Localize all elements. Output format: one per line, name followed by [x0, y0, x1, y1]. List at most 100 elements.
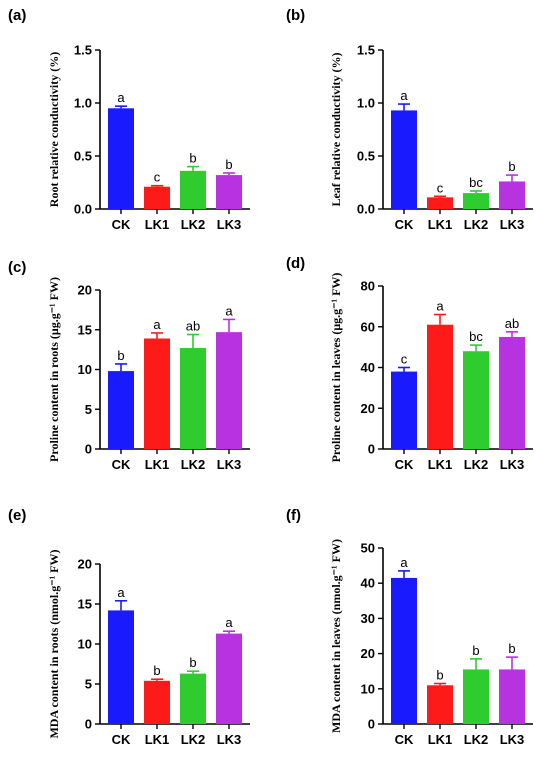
y-tick-label: 1.5	[357, 43, 375, 58]
significance-label: a	[117, 585, 125, 600]
significance-label: a	[153, 317, 161, 332]
y-tick-label: 0	[368, 442, 375, 457]
bar-ck	[391, 110, 417, 209]
bar-lk3	[499, 336, 525, 449]
y-tick-label: 1.0	[74, 96, 92, 111]
significance-label: a	[400, 555, 408, 570]
significance-label: ab	[186, 319, 200, 334]
y-tick-label: 20	[361, 401, 375, 416]
x-tick-label: CK	[395, 457, 414, 472]
bar-lk1	[427, 324, 453, 449]
y-tick-label: 40	[361, 576, 375, 591]
bar-ck	[108, 371, 134, 449]
bar-lk1	[144, 338, 170, 449]
significance-label: b	[189, 151, 196, 166]
x-tick-label: LK2	[181, 457, 206, 472]
bar-ck	[391, 371, 417, 449]
panel-label: (b)	[286, 7, 305, 24]
significance-label: bc	[469, 175, 483, 190]
x-tick-label: LK3	[217, 217, 242, 232]
panel-label: (c)	[8, 259, 26, 276]
y-tick-label: 15	[78, 322, 92, 337]
y-tick-label: 0.0	[74, 202, 92, 217]
significance-label: a	[225, 303, 233, 318]
y-tick-label: 0	[85, 717, 92, 732]
x-tick-label: LK3	[217, 732, 242, 747]
y-tick-label: 1.0	[357, 96, 375, 111]
y-tick-label: 0.5	[74, 149, 92, 164]
x-tick-label: CK	[395, 732, 414, 747]
y-tick-label: 0	[368, 717, 375, 732]
significance-label: b	[508, 159, 515, 174]
x-tick-label: LK1	[145, 457, 170, 472]
x-tick-label: CK	[112, 732, 131, 747]
panel-label: (e)	[8, 507, 26, 524]
x-tick-label: LK3	[500, 457, 525, 472]
x-tick-label: LK2	[464, 457, 489, 472]
bar-lk2	[463, 193, 489, 209]
bar-ck	[391, 577, 417, 724]
bar-ck	[108, 108, 134, 209]
bar-lk3	[216, 332, 242, 449]
bar-lk1	[427, 685, 453, 724]
y-tick-label: 1.5	[74, 43, 92, 58]
x-tick-label: LK1	[145, 217, 170, 232]
significance-label: b	[189, 655, 196, 670]
panel-label: (d)	[286, 255, 305, 272]
significance-label: ab	[505, 316, 519, 331]
y-axis-title: MDA content in roots (nmol.g⁻¹ FW)	[47, 549, 61, 738]
y-tick-label: 10	[78, 362, 92, 377]
panel-label: (a)	[8, 7, 26, 24]
y-tick-label: 0	[85, 442, 92, 457]
x-tick-label: LK2	[464, 732, 489, 747]
x-tick-label: LK2	[181, 217, 206, 232]
x-tick-label: CK	[112, 457, 131, 472]
significance-label: c	[437, 180, 444, 195]
x-tick-label: LK2	[464, 217, 489, 232]
x-tick-label: LK1	[428, 732, 453, 747]
bar-lk2	[180, 348, 206, 449]
bar-ck	[108, 610, 134, 724]
x-tick-label: LK3	[500, 732, 525, 747]
bar-lk1	[144, 186, 170, 209]
significance-label: a	[400, 88, 408, 103]
significance-label: a	[436, 299, 444, 314]
bar-lk3	[499, 669, 525, 724]
significance-label: a	[225, 615, 233, 630]
y-tick-label: 20	[361, 646, 375, 661]
bar-lk1	[427, 197, 453, 209]
y-axis-title: Root relative conductivity (%)	[47, 52, 61, 207]
panel-label: (f)	[286, 507, 301, 524]
x-tick-label: CK	[395, 217, 414, 232]
y-tick-label: 40	[361, 360, 375, 375]
y-tick-label: 0.5	[357, 149, 375, 164]
significance-label: bc	[469, 329, 483, 344]
y-tick-label: 50	[361, 541, 375, 556]
x-tick-label: CK	[112, 217, 131, 232]
x-tick-label: LK1	[145, 732, 170, 747]
significance-label: b	[472, 643, 479, 658]
bar-lk3	[216, 175, 242, 209]
y-axis-title: MDA content in leaves (nmol.g⁻¹ FW)	[329, 539, 343, 733]
y-axis-title: Proline content in leaves (μg.g⁻¹ FW)	[329, 273, 343, 463]
significance-label: c	[401, 352, 408, 367]
y-tick-label: 20	[78, 557, 92, 572]
y-tick-label: 5	[85, 402, 92, 417]
bar-lk2	[463, 669, 489, 724]
significance-label: b	[436, 668, 443, 683]
significance-label: c	[154, 170, 161, 185]
y-tick-label: 20	[78, 283, 92, 298]
y-tick-label: 10	[78, 637, 92, 652]
y-tick-label: 80	[361, 279, 375, 294]
x-tick-label: LK3	[217, 457, 242, 472]
y-tick-label: 10	[361, 681, 375, 696]
x-tick-label: LK2	[181, 732, 206, 747]
x-tick-label: LK3	[500, 217, 525, 232]
x-tick-label: LK1	[428, 457, 453, 472]
significance-label: b	[508, 641, 515, 656]
bar-lk3	[499, 181, 525, 209]
bar-lk2	[180, 170, 206, 209]
bar-lk2	[463, 351, 489, 449]
y-axis-title: Leaf relative conductivity (%)	[329, 52, 343, 206]
